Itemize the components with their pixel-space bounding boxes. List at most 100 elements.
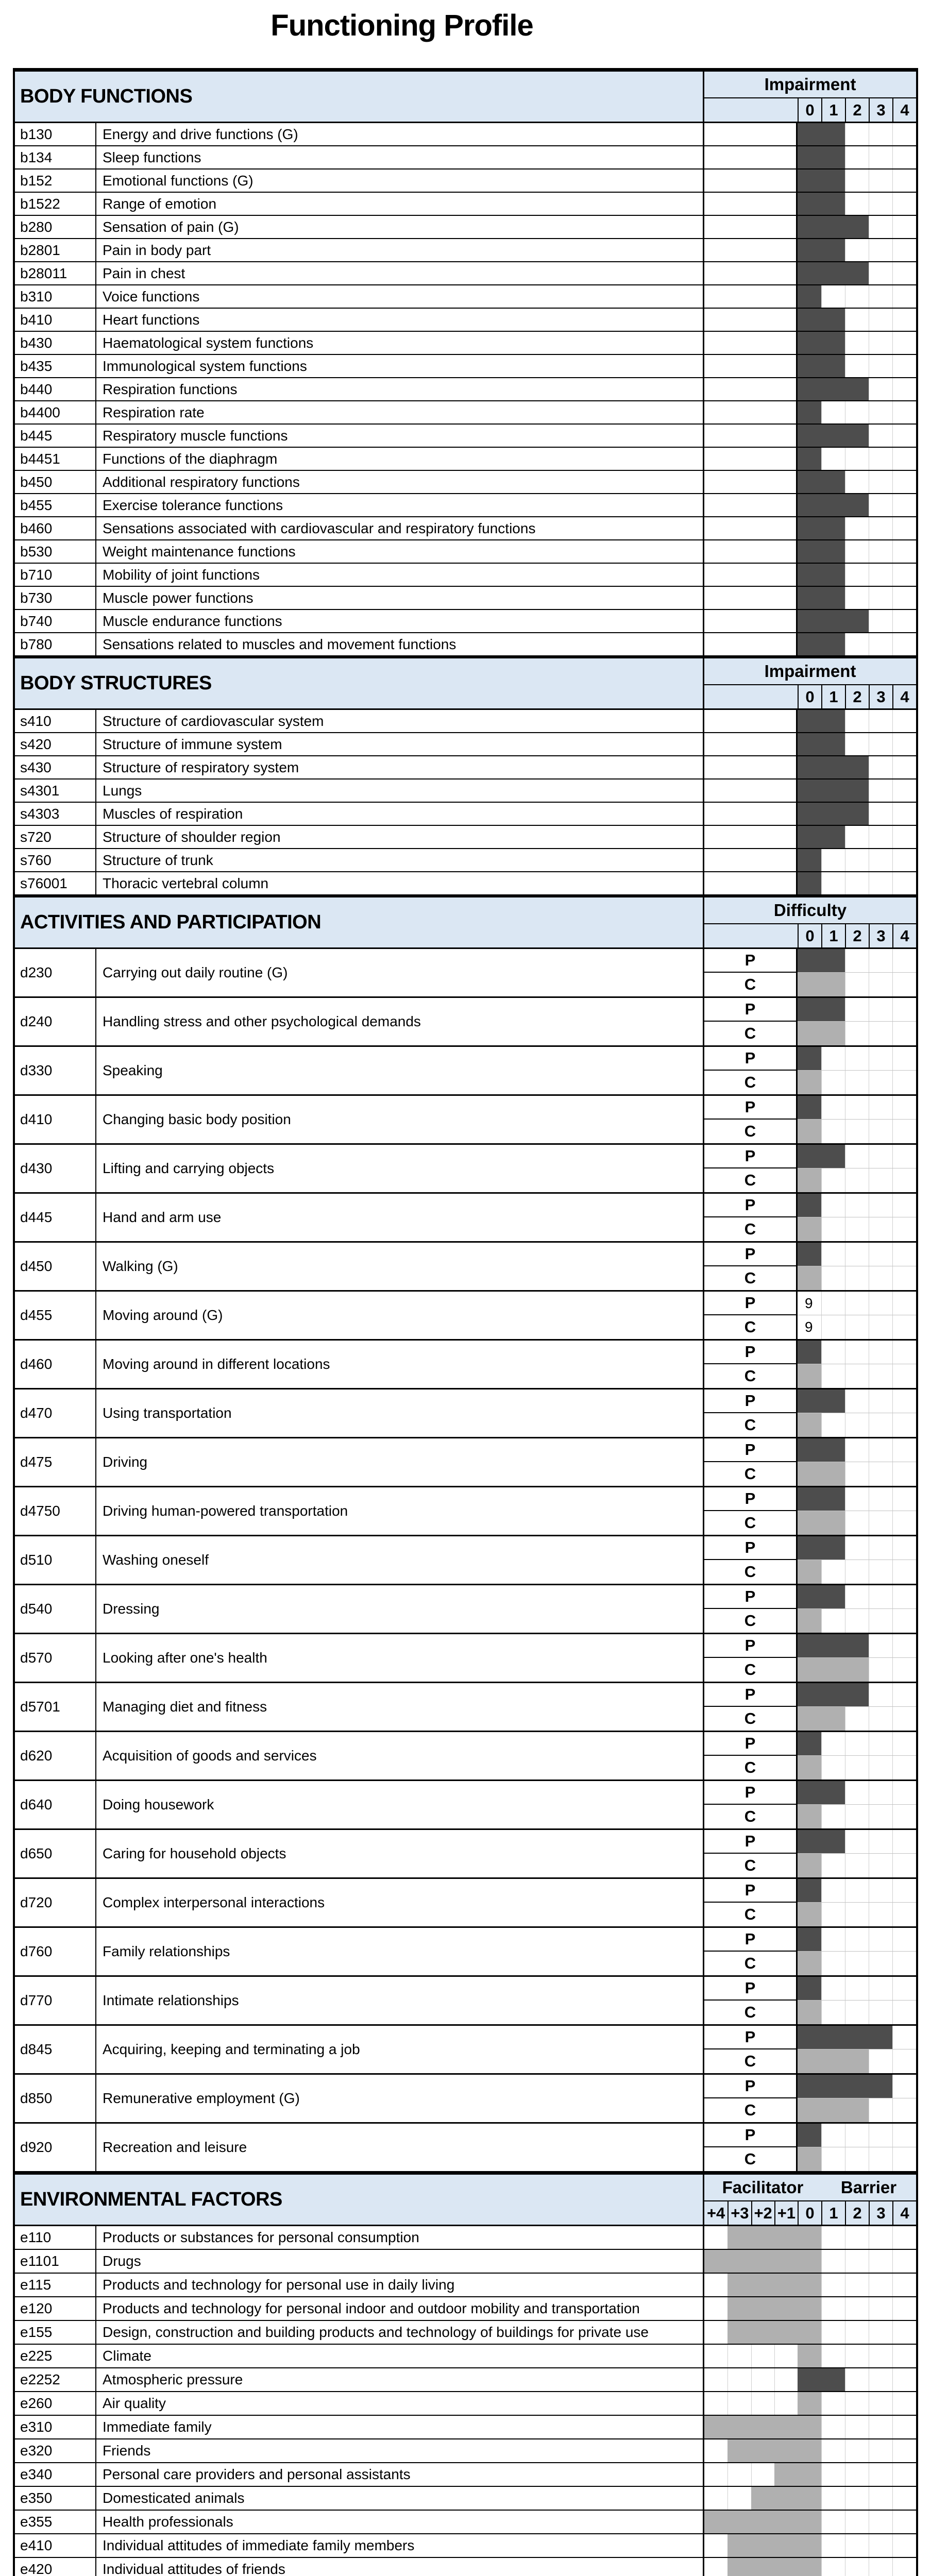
performance-bar-zone: [798, 1781, 916, 1805]
column-gridline: [892, 1805, 893, 1828]
row-code: d470: [15, 1389, 96, 1437]
column-gridline: [892, 2345, 893, 2367]
column-gridline: [821, 2001, 822, 2024]
rating-bar-performance: [798, 1879, 821, 1902]
column-gridline: [821, 1292, 822, 1315]
column-gridline: [892, 2226, 893, 2249]
rating-bar-zone: [798, 540, 916, 563]
table-row-d640: d640 Doing housework P C: [15, 1781, 916, 1830]
column-gridline: [892, 733, 893, 755]
row-code: b4451: [15, 448, 96, 470]
column-gridline: [892, 2075, 893, 2098]
table-row-s420: s420 Structure of immune system: [15, 733, 916, 756]
performance-bar-zone: [798, 1977, 916, 2001]
row-code: d650: [15, 1830, 96, 1877]
row-code: b740: [15, 610, 96, 632]
rating-bar: [798, 123, 845, 145]
table-row-b460: b460 Sensations associated with cardiovas…: [15, 517, 916, 540]
row-code: s4303: [15, 803, 96, 825]
column-gridline: [892, 1732, 893, 1755]
row-code: d5701: [15, 1683, 96, 1731]
column-gridline: [892, 1952, 893, 1975]
capacity-cell: C: [704, 1022, 798, 1045]
rating-bar-zone: [798, 401, 916, 423]
column-gridline: [892, 1071, 893, 1094]
performance-cell: P: [704, 1977, 798, 2001]
capacity-bar-zone: [798, 2001, 916, 2024]
table-row-b780: b780 Sensations related to muscles and mo…: [15, 633, 916, 656]
rating-bar-performance: [798, 998, 845, 1021]
row-code: b4400: [15, 401, 96, 423]
column-gridline: [892, 2124, 893, 2147]
table-row-e115: e115 Products and technology for personal…: [15, 2274, 916, 2297]
rating-bar-zone: [798, 872, 916, 894]
column-gridline: [751, 2345, 752, 2367]
row-code: d455: [15, 1292, 96, 1339]
row-spacer-cell: [704, 355, 798, 377]
performance-cell: P: [704, 998, 798, 1022]
row-code: e420: [15, 2558, 96, 2576]
row-label: Drugs: [96, 2250, 704, 2273]
performance-cell: P: [704, 1487, 798, 1511]
row-label: Personal care providers and personal ass…: [96, 2463, 704, 2486]
capacity-cell: C: [704, 2147, 798, 2171]
capacity-bar-zone: [798, 1462, 916, 1486]
table-row-d470: d470 Using transportation P C: [15, 1389, 916, 1438]
column-gridline: [892, 1266, 893, 1290]
table-row-d230: d230 Carrying out daily routine (G) P C: [15, 949, 916, 998]
rating-bar: [798, 517, 845, 539]
row-code: e320: [15, 2439, 96, 2462]
column-gridline: [892, 309, 893, 331]
rating-bar-capacity: [798, 1903, 821, 1926]
table-row-s4303: s4303 Muscles of respiration: [15, 803, 916, 826]
facilitator-barrier-bar-zone: [704, 2368, 916, 2391]
capacity-bar-zone: [798, 1266, 916, 1290]
rating-bar-capacity: [798, 1022, 845, 1045]
rating-bar-performance: [798, 2075, 892, 2098]
column-gridline: [892, 2297, 893, 2320]
column-gridline: [821, 872, 822, 894]
column-gridline: [892, 193, 893, 215]
table-row-d455: d455 Moving around (G) P 9 C 9: [15, 1292, 916, 1341]
capacity-bar-zone: [798, 1217, 916, 1241]
column-gridline: [821, 2226, 822, 2249]
row-spacer-cell: [704, 517, 798, 539]
column-header-3: 3: [869, 2201, 892, 2225]
rating-bar-capacity: [798, 1609, 821, 1633]
table-row-b740: b740 Muscle endurance functions: [15, 610, 916, 633]
row-label: Remunerative employment (G): [96, 2075, 704, 2122]
row-code: d570: [15, 1634, 96, 1682]
row-code: e120: [15, 2297, 96, 2320]
rating-bar-zone: [798, 355, 916, 377]
row-spacer-cell: [704, 401, 798, 423]
row-label: Muscles of respiration: [96, 803, 704, 825]
performance-cell: P: [704, 1634, 798, 1658]
rating-bar-performance: [798, 1438, 845, 1462]
row-code: b28011: [15, 262, 96, 284]
row-code: b410: [15, 309, 96, 331]
column-gridline: [892, 2534, 893, 2557]
column-gridline: [892, 1560, 893, 1584]
row-code: b530: [15, 540, 96, 563]
capacity-bar-zone: [798, 1413, 916, 1437]
column-gridline: [892, 1047, 893, 1070]
row-spacer-cell: [704, 425, 798, 447]
row-label: Emotional functions (G): [96, 170, 704, 192]
row-label: Structure of immune system: [96, 733, 704, 755]
column-gridline: [892, 610, 893, 632]
rating-bar-zone: [798, 733, 916, 755]
column-gridline: [821, 1217, 822, 1241]
rating-bar-capacity: [798, 1854, 821, 1877]
performance-bar-zone: [798, 1096, 916, 1120]
row-label: Pain in body part: [96, 239, 704, 261]
rating-bar-performance: [798, 1732, 821, 1755]
rating-bar: [798, 285, 821, 308]
row-code: s430: [15, 756, 96, 778]
facilitator-barrier-bar-zone: [704, 2416, 916, 2438]
capacity-bar-zone: [798, 1071, 916, 1094]
row-label: Walking (G): [96, 1243, 704, 1290]
capacity-bar-zone: [798, 1168, 916, 1192]
capacity-cell: C: [704, 1952, 798, 1975]
row-code: b310: [15, 285, 96, 308]
row-label: Structure of cardiovascular system: [96, 710, 704, 732]
